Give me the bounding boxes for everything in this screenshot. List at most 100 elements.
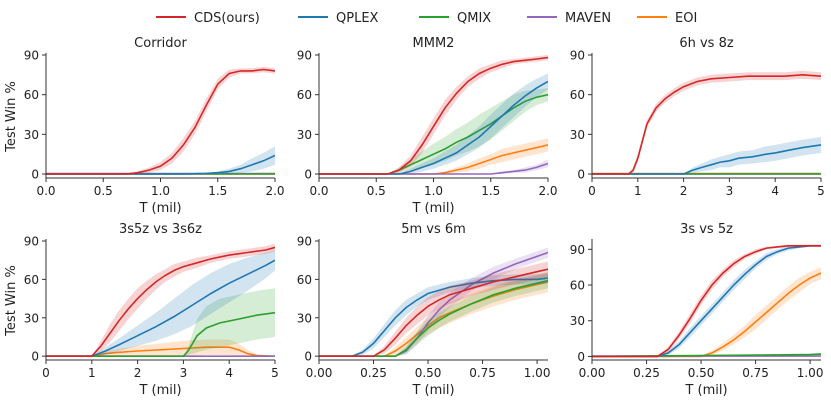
band-qplex <box>319 73 548 174</box>
y-tick-label: 60 <box>570 279 585 293</box>
chart-5m-vs-6m: 0.00 0.25 0.50 0.75 1.00 0 30 60 90 5m vs 6m T (mi… <box>297 222 551 398</box>
chart-corridor: 0.0 0.5 1.0 1.5 2.0 0 30 60 90 Corridor T (mil) Tes… <box>4 36 285 216</box>
x-tick-label: 4 <box>225 366 233 380</box>
line-eoi <box>592 272 821 358</box>
y-tick-label: 30 <box>24 311 39 325</box>
band-qmix <box>319 88 548 174</box>
x-tick-label: 5 <box>271 366 279 380</box>
x-tick-label: 0.75 <box>469 366 496 380</box>
chart-6h-vs-8z: 0 1 2 3 4 5 0 30 60 90 6h vs 8z <box>570 36 825 198</box>
series-group <box>592 244 821 358</box>
y-tick-label: 90 <box>570 49 585 63</box>
y-tick-label: 0 <box>31 350 39 364</box>
band-maven <box>319 159 548 174</box>
line-maven <box>319 251 548 357</box>
y-axis-label: Test Win % <box>4 81 19 153</box>
line-qplex <box>46 259 275 357</box>
y-tick-label: 90 <box>24 235 39 249</box>
y-tick-label: 90 <box>570 243 585 257</box>
legend: CDS(ours) QPLEX QMIX MAVEN EOI <box>156 11 697 26</box>
line-qplex <box>319 80 548 175</box>
series-group <box>46 243 275 358</box>
x-tick-label: 1.0 <box>424 184 443 198</box>
y-tick-label: 60 <box>24 88 39 102</box>
y-tick-label: 0 <box>304 350 312 364</box>
line-maven <box>319 162 548 175</box>
legend-item-qmix: QMIX <box>419 11 491 26</box>
x-tick-label: 5 <box>817 184 825 198</box>
series-group <box>46 66 275 175</box>
chart-title: 3s5z vs 3s6z <box>119 222 202 237</box>
chart-title: 6h vs 8z <box>679 36 734 51</box>
line-cds-ours <box>319 268 548 357</box>
band-qplex <box>319 273 548 357</box>
line-qplex <box>592 245 821 358</box>
y-tick-label: 30 <box>570 128 585 142</box>
x-tick-label: 2 <box>134 366 142 380</box>
series-group <box>319 55 548 175</box>
legend-label: MAVEN <box>565 11 611 26</box>
chart-title: MMM2 <box>413 36 455 51</box>
line-eoi <box>46 346 275 357</box>
y-axis-label: Test Win % <box>4 265 19 337</box>
band-qmix <box>319 273 548 357</box>
chart-title: 5m vs 6m <box>401 222 466 237</box>
legend-label: EOI <box>675 11 697 26</box>
band-qplex <box>46 250 275 357</box>
line-qplex <box>46 154 275 175</box>
x-tick-label: 3 <box>726 184 734 198</box>
x-tick-label: 0.5 <box>367 184 386 198</box>
band-qplex <box>592 137 821 174</box>
x-axis-label: T (mil) <box>411 383 454 398</box>
legend-item-maven: MAVEN <box>527 11 611 26</box>
x-tick-label: 0 <box>42 366 50 380</box>
band-eoi <box>46 339 275 358</box>
line-eoi <box>319 281 548 357</box>
x-tick-label: 1 <box>88 366 96 380</box>
y-tick-label: 0 <box>577 168 585 182</box>
x-tick-label: 0.25 <box>633 366 660 380</box>
line-cds-ours <box>46 68 275 175</box>
line-eoi <box>319 144 548 175</box>
x-tick-label: 1 <box>634 184 642 198</box>
y-tick-label: 30 <box>570 314 585 328</box>
chart-3s5z-vs-3s6z: 0 1 2 3 4 5 0 30 60 90 3s5z vs 3s6z T (mil) Test Win… <box>4 222 279 398</box>
y-tick-label: 30 <box>24 128 39 142</box>
line-qplex <box>319 277 548 357</box>
line-cds-ours <box>592 73 821 175</box>
x-tick-label: 4 <box>771 184 779 198</box>
chart-title: 3s vs 5z <box>680 222 733 237</box>
line-qmix <box>319 93 548 175</box>
x-tick-label: 0.5 <box>94 184 113 198</box>
y-tick-label: 90 <box>297 49 312 63</box>
band-cds-ours <box>46 243 275 357</box>
series-group <box>592 70 821 175</box>
line-qmix <box>319 279 548 357</box>
x-tick-label: 1.0 <box>151 184 170 198</box>
x-tick-label: 0.50 <box>688 366 715 380</box>
band-qmix <box>46 288 275 357</box>
x-tick-label: 2.0 <box>538 184 557 198</box>
x-tick-label: 0 <box>588 184 596 198</box>
legend-label: QPLEX <box>336 11 379 26</box>
x-tick-label: 2 <box>680 184 688 198</box>
legend-item-qplex: QPLEX <box>298 11 379 26</box>
chart-mmm2: 0.0 0.5 1.0 1.5 2.0 0 30 60 90 MMM2 T (mil) <box>297 36 558 216</box>
x-tick-label: 0.50 <box>415 366 442 380</box>
line-qmix <box>592 353 821 358</box>
legend-item-eoi: EOI <box>637 11 697 26</box>
line-cds-ours <box>46 246 275 357</box>
legend-label: CDS(ours) <box>194 11 260 26</box>
band-eoi <box>319 271 548 357</box>
x-tick-label: 1.5 <box>208 184 227 198</box>
legend-item-cds-ours: CDS(ours) <box>156 11 260 26</box>
line-qmix <box>46 311 275 357</box>
band-cds-ours <box>319 261 548 357</box>
x-axis-label: T (mil) <box>411 201 454 216</box>
y-tick-label: 30 <box>297 128 312 142</box>
legend-label: QMIX <box>457 11 491 26</box>
y-tick-label: 30 <box>297 311 312 325</box>
x-tick-label: 1.00 <box>797 366 824 380</box>
